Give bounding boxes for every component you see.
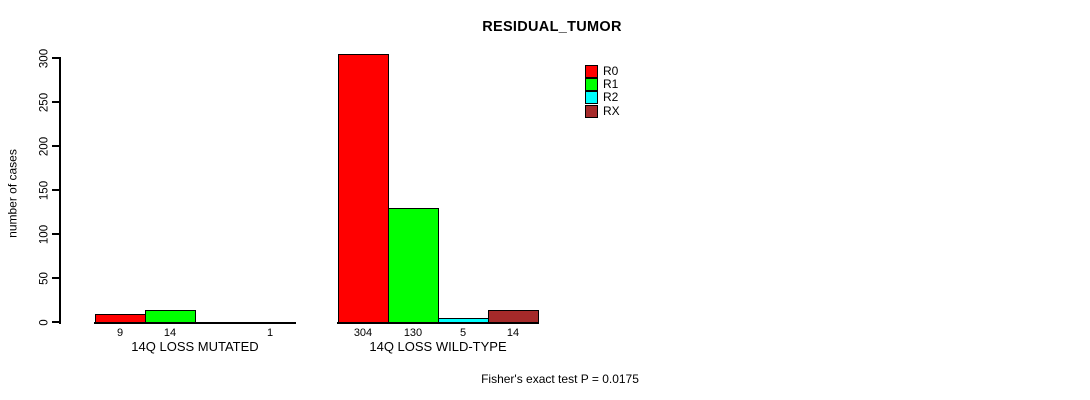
y-axis-tick (52, 277, 59, 279)
y-axis-tick-label: 100 (38, 224, 51, 244)
y-axis-tick-label: 250 (38, 92, 51, 112)
y-axis-tick (52, 145, 59, 147)
bar-count-label: 304 (353, 327, 373, 339)
bar-count-label: 1 (266, 327, 274, 339)
legend-swatch-R2 (585, 91, 598, 105)
y-axis-tick (52, 233, 59, 235)
bar-count-label: 14 (163, 327, 177, 339)
y-axis-tick-label: 300 (38, 48, 51, 68)
y-axis-tick (52, 189, 59, 191)
y-axis-tick-label: 200 (38, 136, 51, 156)
y-axis-tick (52, 57, 59, 59)
legend-item-RX: RX (585, 103, 620, 118)
bar-count-label: 14 (506, 327, 520, 339)
legend-item-R0: R0 (585, 64, 620, 79)
legend-label: RX (603, 103, 620, 118)
legend-swatch-RX (585, 104, 598, 118)
y-axis-tick-label: 0 (38, 318, 51, 326)
legend-swatch-R1 (585, 78, 598, 92)
y-axis-tick-label: 50 (38, 271, 51, 285)
y-axis-tick (52, 101, 59, 103)
legend-label: R2 (603, 90, 619, 105)
bar-count-label: 5 (459, 327, 467, 339)
fisher-test-footnote: Fisher's exact test P = 0.0175 (481, 372, 639, 386)
group-label: 14Q LOSS MUTATED (131, 339, 259, 354)
bar-R0 (95, 314, 146, 323)
y-axis-tick-label: 150 (38, 180, 51, 200)
y-axis-label: number of cases (5, 149, 20, 238)
bar-count-label: 9 (116, 327, 124, 339)
legend-item-R1: R1 (585, 77, 620, 92)
bar-R1 (388, 207, 439, 323)
y-axis-line (59, 57, 61, 324)
legend-item-R2: R2 (585, 90, 620, 105)
bar-R1 (145, 309, 196, 323)
legend-label: R0 (603, 64, 619, 79)
legend-label: R1 (603, 77, 619, 92)
bar-count-label: 130 (403, 327, 423, 339)
bar-RX (488, 309, 539, 323)
bar-R2 (438, 317, 489, 323)
legend-swatch-R0 (585, 65, 598, 79)
group-label: 14Q LOSS WILD-TYPE (369, 339, 507, 354)
legend: R0 R1 R2 RX (585, 65, 620, 118)
bar-R0 (338, 54, 389, 323)
chart-title: RESIDUAL_TUMOR (482, 19, 622, 35)
y-axis-tick (52, 321, 59, 323)
